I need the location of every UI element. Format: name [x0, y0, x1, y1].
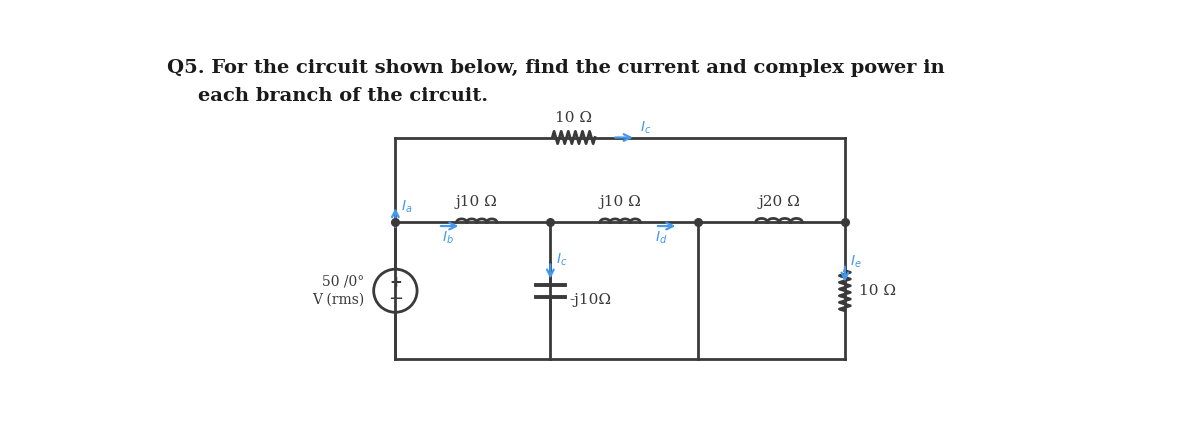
Text: I$_b$: I$_b$ — [442, 229, 454, 246]
Text: I$_c$: I$_c$ — [639, 119, 651, 136]
Text: j10 Ω: j10 Ω — [456, 195, 498, 209]
Text: V (rms): V (rms) — [312, 293, 364, 307]
Text: 10 Ω: 10 Ω — [555, 111, 592, 125]
Text: +: + — [389, 275, 402, 290]
Text: I$_c$: I$_c$ — [555, 252, 567, 268]
Text: 50 /0°: 50 /0° — [322, 275, 364, 289]
Text: −: − — [388, 290, 403, 308]
Text: I$_d$: I$_d$ — [656, 229, 667, 246]
Text: 10 Ω: 10 Ω — [858, 284, 896, 298]
Text: j10 Ω: j10 Ω — [599, 195, 641, 209]
Text: -j10Ω: -j10Ω — [569, 293, 612, 307]
Text: Q5. For the circuit shown below, find the current and complex power in: Q5. For the circuit shown below, find th… — [166, 59, 944, 77]
Text: I$_a$: I$_a$ — [401, 198, 413, 215]
Text: each branch of the circuit.: each branch of the circuit. — [198, 88, 488, 106]
Text: j20 Ω: j20 Ω — [758, 195, 799, 209]
Text: I$_e$: I$_e$ — [850, 254, 862, 271]
